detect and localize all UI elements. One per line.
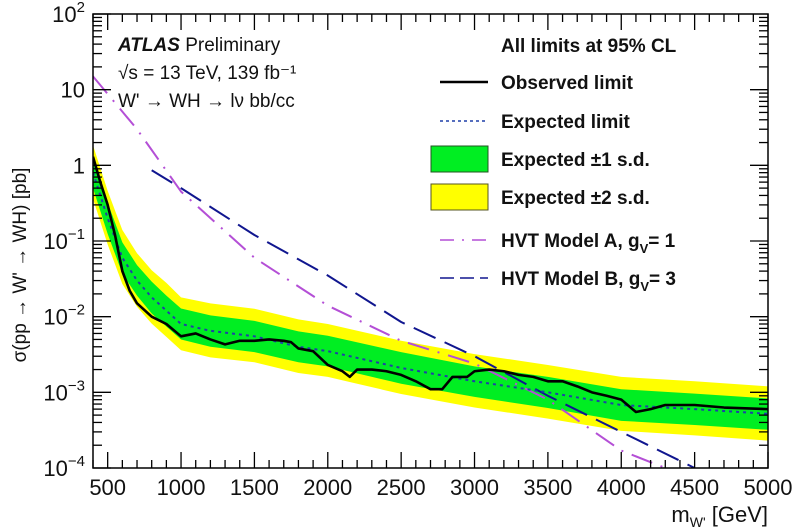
- legend-title: All limits at 95% CL: [501, 36, 677, 57]
- legend-label: Expected limit: [501, 112, 630, 133]
- legend-label: Expected ±1 s.d.: [501, 150, 650, 171]
- energy-lumi-label: √s = 13 TeV, 139 fb⁻¹: [118, 63, 296, 84]
- legend-label: HVT Model A, gV= 1: [501, 231, 676, 256]
- x-tick-label: 4000: [597, 475, 646, 500]
- legend-label: HVT Model B, gV= 3: [501, 269, 676, 294]
- x-tick-label: 1500: [230, 475, 279, 500]
- legend: Observed limit Expected limit Expected ±1 …: [430, 73, 676, 294]
- atlas-label: ATLAS Preliminary: [117, 35, 281, 56]
- x-tick-label: 5000: [744, 475, 793, 500]
- x-tick-label: 3500: [523, 475, 572, 500]
- y-tick-label: 10−3: [43, 377, 85, 405]
- x-tick-label: 3000: [450, 475, 499, 500]
- bands: [93, 145, 768, 441]
- y-tick-label: 102: [52, 0, 85, 27]
- band-1sigma: [93, 157, 768, 430]
- process-label: W' → WH → lν bb/cc: [118, 91, 295, 112]
- legend-1sigma-symbol: [430, 145, 489, 173]
- y-tick-label: 10−4: [43, 453, 85, 481]
- legend-label: Expected ±2 s.d.: [501, 188, 650, 209]
- curves: [93, 75, 768, 468]
- y-tick-label: 1: [73, 153, 85, 178]
- y-tick-label: 10−2: [43, 302, 85, 330]
- y-tick-label: 10: [61, 78, 85, 103]
- axes: 500 1000 1500 2000 2500 3000 3500 4000 4500 5000 1…: [43, 0, 792, 500]
- legend-label: Observed limit: [501, 73, 634, 94]
- y-tick-label: 10−1: [43, 226, 85, 254]
- x-axis-label: mW' [GeV]: [671, 502, 768, 530]
- x-tick-label: 4500: [670, 475, 719, 500]
- x-tick-label: 500: [89, 475, 126, 500]
- expected-limit-line: [93, 172, 768, 415]
- x-tick-label: 2500: [377, 475, 426, 500]
- y-axis-label: σ(pp → W' → WH) [pb]: [10, 168, 31, 363]
- x-tick-label: 2000: [303, 475, 352, 500]
- legend-2sigma-symbol: [430, 183, 489, 211]
- hvt-model-b-line: [151, 169, 696, 468]
- x-tick-label: 1000: [157, 475, 206, 500]
- observed-limit-line: [93, 156, 768, 414]
